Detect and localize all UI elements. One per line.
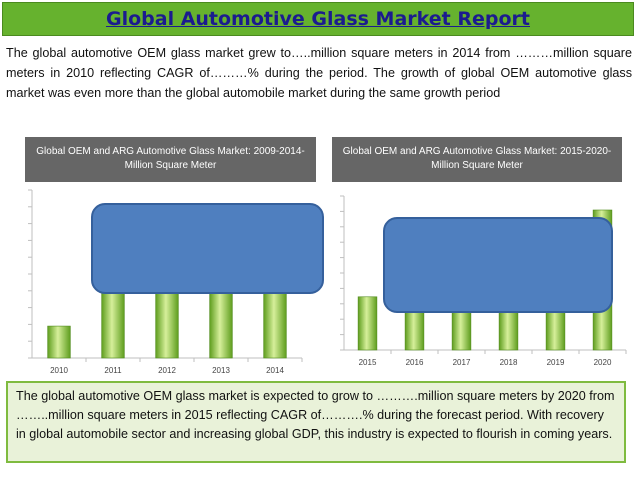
x-tick-label-2010: 2010 [50,366,68,375]
bar-2010 [47,325,71,359]
chart-right-heading: Global OEM and ARG Automotive Glass Mark… [332,137,622,182]
report-title: Global Automotive Glass Market Report [105,8,530,30]
x-tick-label-2012: 2012 [158,366,176,375]
x-tick-label-2017: 2017 [453,358,471,367]
x-tick-label-2019: 2019 [547,358,565,367]
bar-2015 [357,296,378,351]
outro-paragraph: The global automotive OEM glass market i… [6,381,626,463]
report-title-bar: Global Automotive Glass Market Report [2,2,634,36]
chart-left-svg: 2010 2011 2012 2013 2014 [28,189,303,375]
chart-left-overlay [91,203,324,294]
chart-left-heading: Global OEM and ARG Automotive Glass Mark… [25,137,316,182]
x-tick-label-2020: 2020 [594,358,612,367]
x-tick-label-2013: 2013 [212,366,230,375]
chart-left: 2010 2011 2012 2013 2014 [24,188,306,375]
intro-paragraph: The global automotive OEM glass market g… [6,46,632,100]
x-tick-label-2011: 2011 [104,366,122,375]
x-tick-label-2015: 2015 [359,358,377,367]
x-tick-label-2016: 2016 [406,358,424,367]
x-tick-label-2018: 2018 [500,358,518,367]
chart-right-overlay [383,217,613,313]
x-tick-label-2014: 2014 [266,366,284,375]
bar-2011 [101,287,125,359]
